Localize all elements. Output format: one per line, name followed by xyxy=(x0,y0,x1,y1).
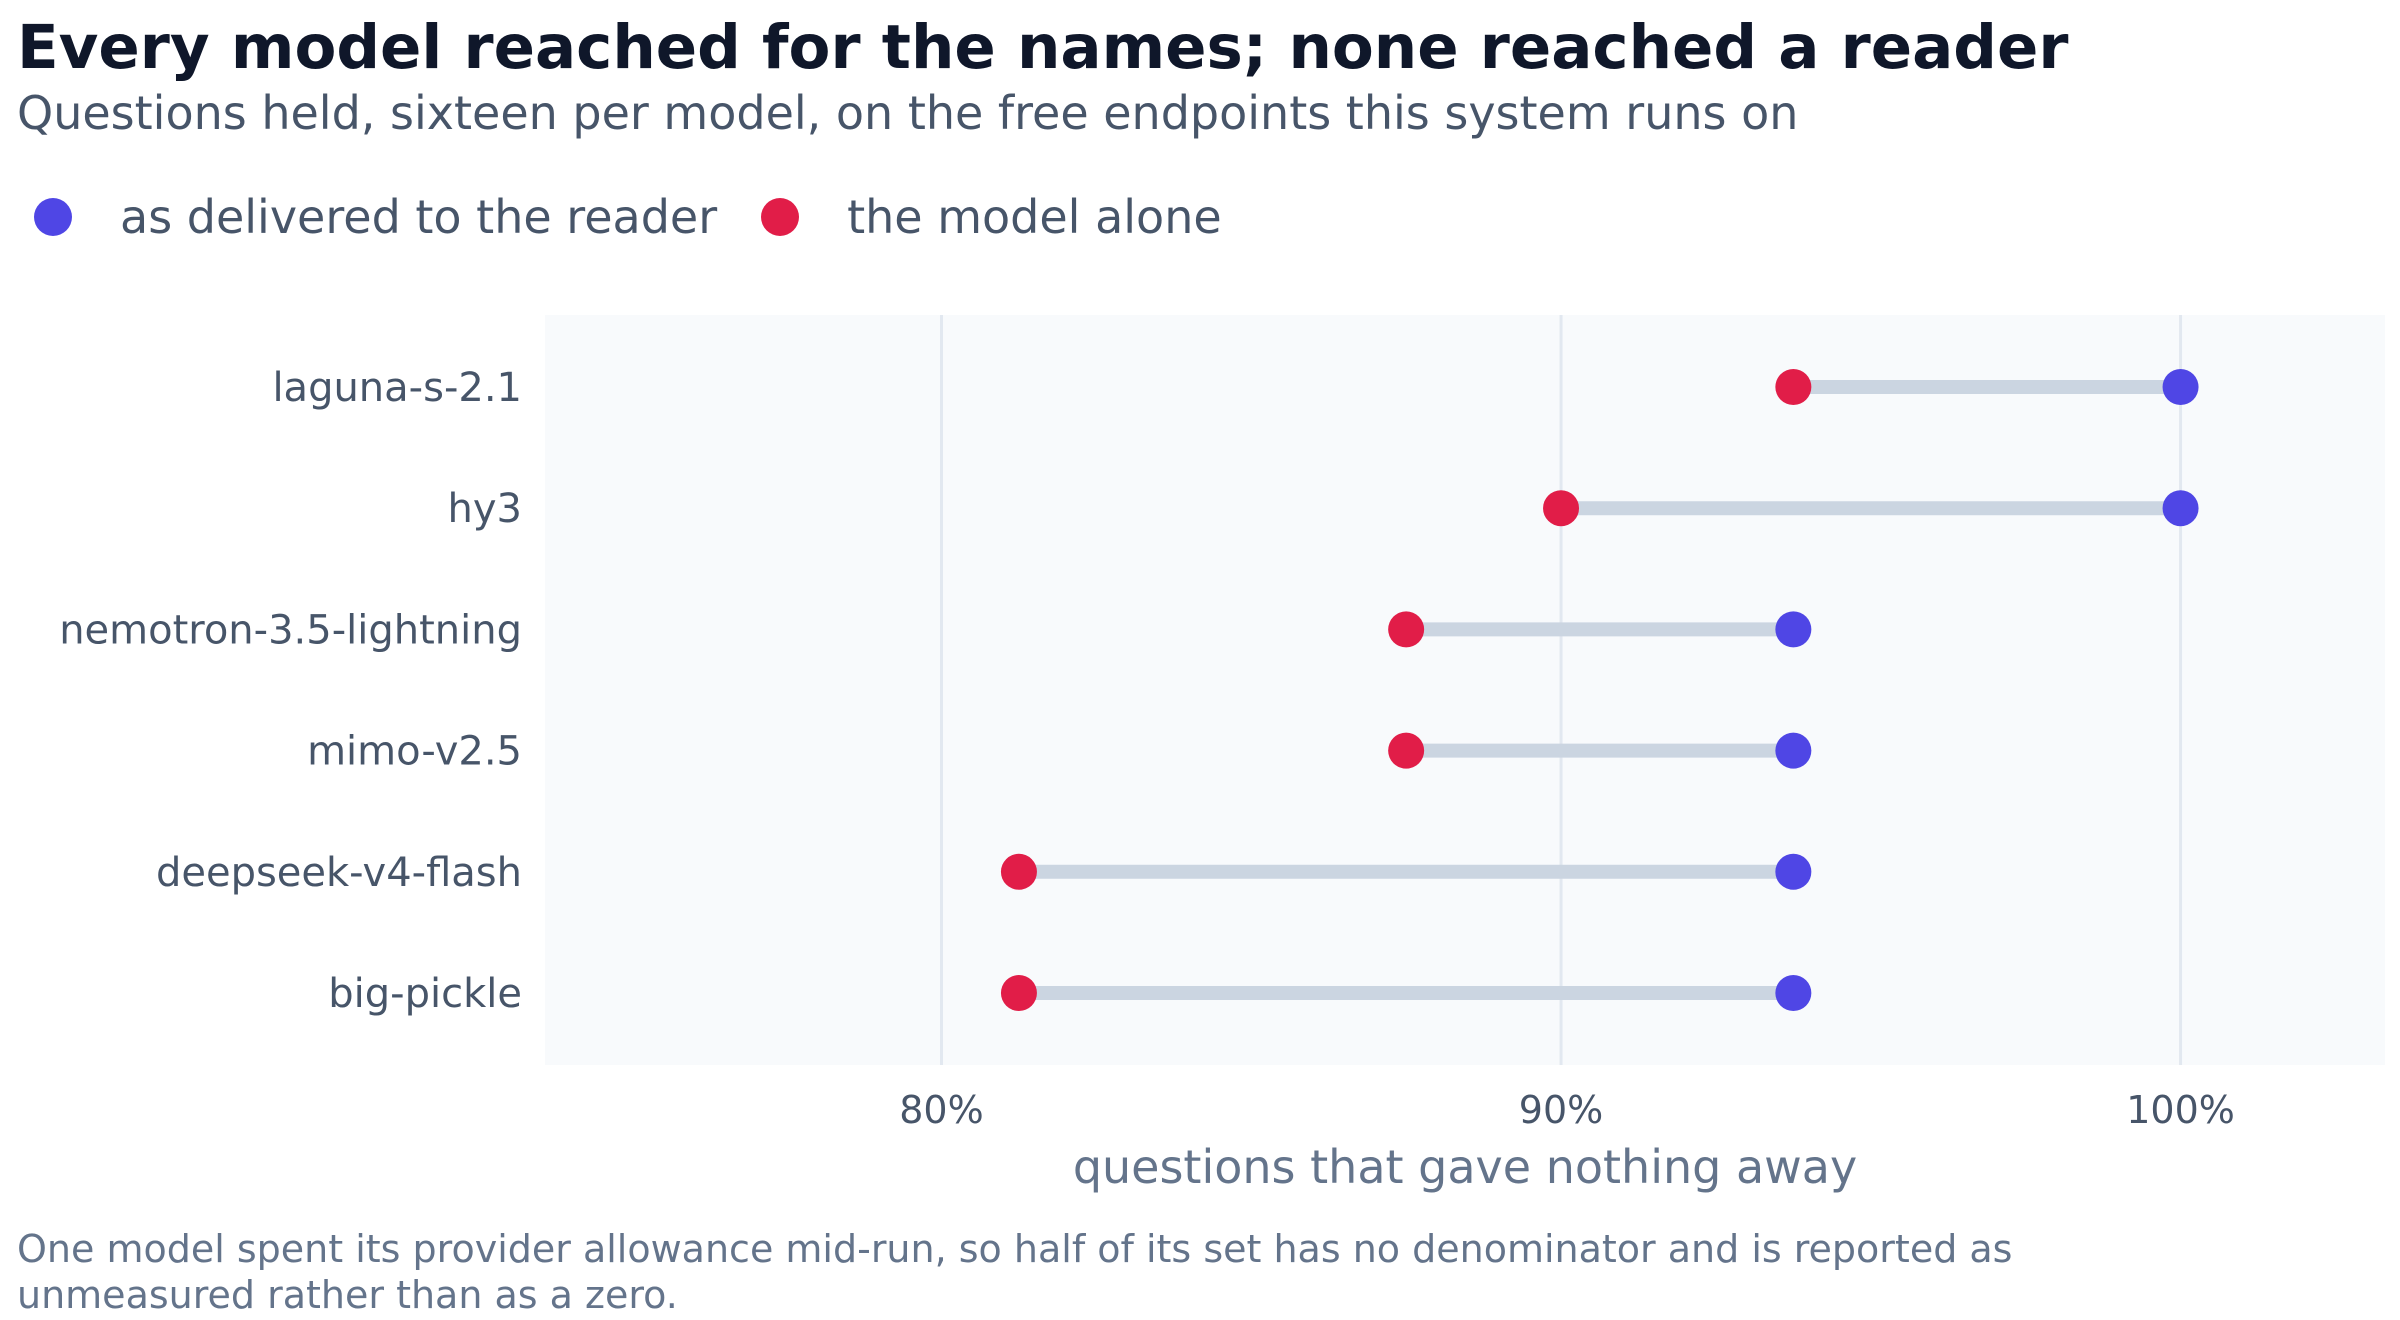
x-tick-label: 80% xyxy=(899,1088,983,1132)
point-model-alone xyxy=(1388,732,1425,769)
footnote: One model spent its provider allowance m… xyxy=(17,1227,2013,1317)
point-model-alone xyxy=(1543,490,1580,527)
y-tick-label: deepseek-v4-flash xyxy=(156,850,522,896)
x-axis-label: questions that gave nothing away xyxy=(1073,1140,1857,1194)
x-tick-label: 100% xyxy=(2126,1088,2235,1132)
point-model-alone xyxy=(1000,853,1037,890)
legend-item-delivered: as delivered to the reader xyxy=(34,190,717,244)
chart-title: Every model reached for the names; none … xyxy=(17,12,2069,83)
point-delivered xyxy=(2162,369,2199,405)
point-delivered xyxy=(1775,732,1812,769)
point-model-alone xyxy=(1000,975,1037,1011)
y-tick-label: big-pickle xyxy=(328,971,522,1017)
legend-marker-delivered xyxy=(34,198,72,236)
point-delivered xyxy=(1775,611,1812,648)
legend-label-delivered: as delivered to the reader xyxy=(120,190,718,244)
plot-area xyxy=(545,315,2385,1065)
point-delivered xyxy=(1775,853,1812,890)
point-model-alone xyxy=(1388,611,1425,648)
point-model-alone xyxy=(1775,369,1812,405)
legend-label-model-alone: the model alone xyxy=(847,190,1222,244)
y-tick-label: laguna-s-2.1 xyxy=(272,365,522,411)
y-tick-label: mimo-v2.5 xyxy=(307,729,522,775)
legend-item-model-alone: the model alone xyxy=(761,190,1222,244)
point-delivered xyxy=(2162,490,2199,527)
legend: as delivered to the reader the model alo… xyxy=(34,187,1266,247)
chart-subtitle: Questions held, sixteen per model, on th… xyxy=(17,86,1799,140)
y-tick-label: hy3 xyxy=(448,486,522,532)
x-tick-label: 90% xyxy=(1519,1088,1603,1132)
legend-marker-model-alone xyxy=(761,198,800,236)
point-delivered xyxy=(1775,975,1812,1011)
y-tick-label: nemotron-3.5-lightning xyxy=(59,607,522,653)
